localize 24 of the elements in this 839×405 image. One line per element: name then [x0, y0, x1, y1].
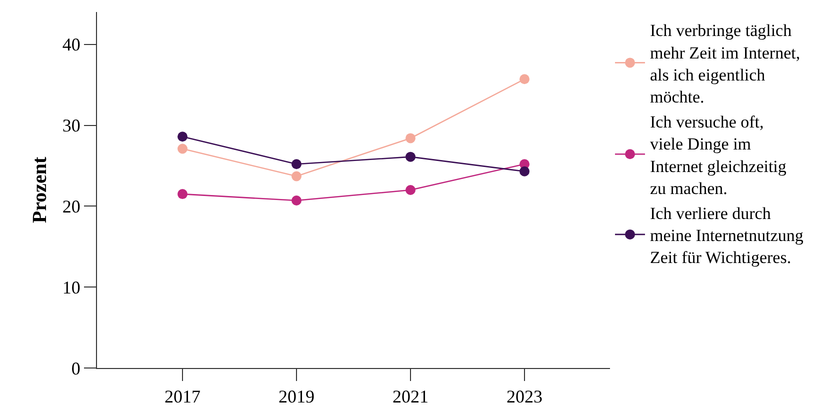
legend-label: Ich verliere durch meine Internetnutzung Zeit für Wichtigeres. — [650, 204, 804, 268]
point — [406, 185, 416, 195]
point — [178, 144, 188, 154]
point — [406, 152, 416, 162]
legend-label: Ich verbringe täglich mehr Zeit im Internet, als ich eigentlich möchte. — [650, 21, 800, 106]
point — [292, 159, 302, 170]
x-tick-label: 2021 — [392, 386, 428, 405]
x-tick-label: 2017 — [164, 386, 200, 405]
point — [292, 171, 302, 182]
point — [520, 166, 530, 176]
point — [520, 74, 530, 84]
point — [178, 189, 188, 200]
y-tick-label: 30 — [62, 116, 80, 136]
point — [406, 133, 416, 144]
x-tick-label: 2019 — [278, 386, 314, 405]
point — [178, 132, 188, 142]
point — [292, 196, 302, 206]
legend-label: Ich versuche oft, viele Dinge im Internet gleichzeitig zu machen. — [650, 112, 787, 198]
y-tick-label: 40 — [62, 34, 80, 55]
y-tick-label: 10 — [62, 277, 80, 298]
y-tick-label: 0 — [71, 358, 80, 378]
y-axis-title: Prozent — [28, 156, 51, 224]
x-tick-label: 2023 — [506, 386, 542, 405]
y-tick-label: 20 — [62, 196, 80, 216]
